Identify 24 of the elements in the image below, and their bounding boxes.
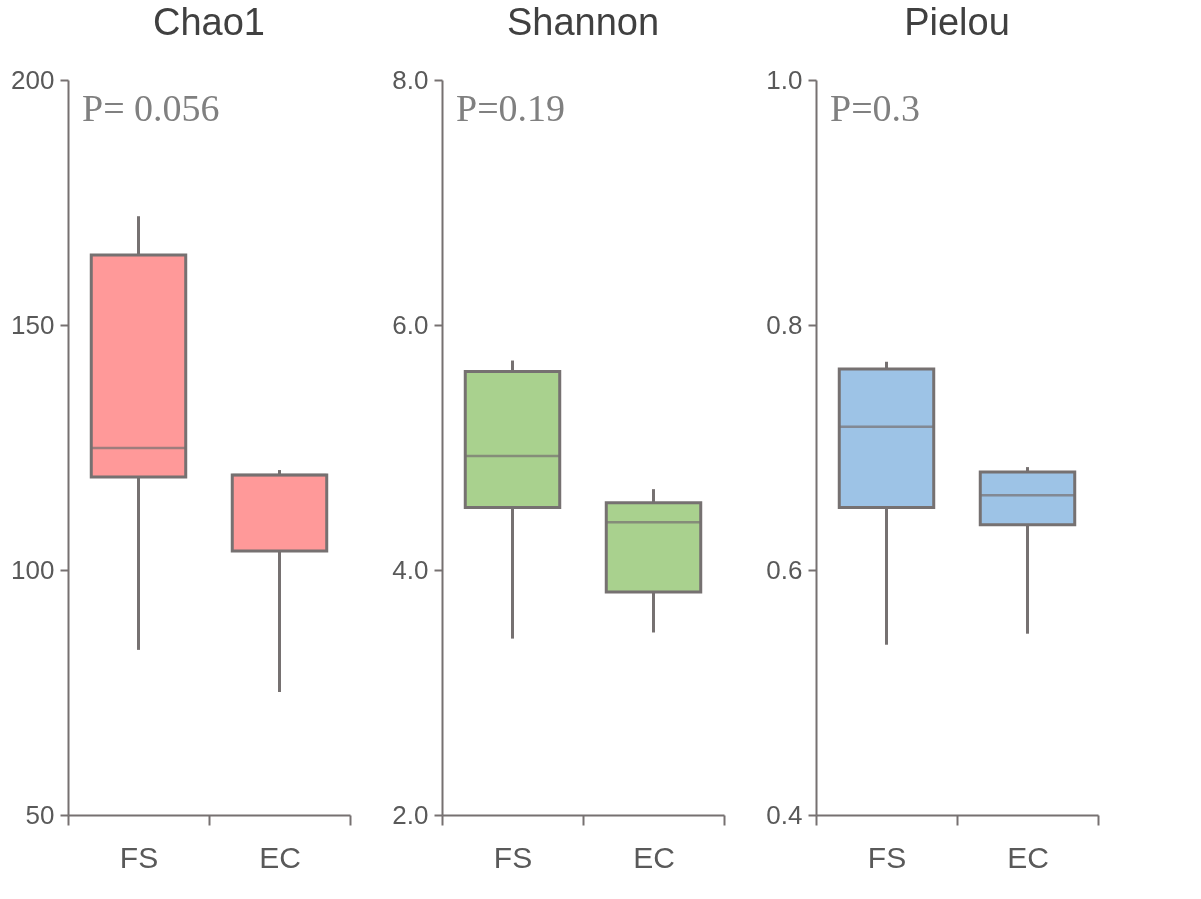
y-tick-label: 50 bbox=[25, 799, 55, 830]
x-tick-label: EC bbox=[633, 840, 675, 874]
y-tick-label: 0.8 bbox=[766, 309, 803, 340]
y-tick-label: 100 bbox=[11, 554, 55, 585]
x-tick-label: EC bbox=[259, 840, 301, 874]
x-tick-label: FS bbox=[119, 840, 159, 874]
x-tick-label: EC bbox=[1007, 840, 1049, 874]
y-tick-label: 200 bbox=[11, 64, 55, 95]
y-tick-label: 8.0 bbox=[392, 64, 429, 95]
annotation: P=0.19 bbox=[456, 87, 566, 129]
annotation: P= 0.056 bbox=[82, 87, 220, 129]
x-tick-label: FS bbox=[867, 840, 907, 874]
y-tick-label: 1.0 bbox=[766, 64, 803, 95]
y-tick-label: 0.6 bbox=[766, 554, 803, 585]
chart-title: Chao1 bbox=[153, 1, 265, 43]
y-tick-label: 0.4 bbox=[766, 799, 803, 830]
y-tick-label: 6.0 bbox=[392, 309, 429, 340]
y-tick-label: 150 bbox=[11, 309, 55, 340]
y-tick-label: 4.0 bbox=[392, 554, 429, 585]
annotation: P=0.3 bbox=[830, 87, 921, 129]
x-tick-label: FS bbox=[493, 840, 533, 874]
chart-title: Shannon bbox=[506, 1, 660, 43]
y-tick-label: 2.0 bbox=[392, 799, 429, 830]
chart-title: Pielou bbox=[904, 1, 1010, 43]
